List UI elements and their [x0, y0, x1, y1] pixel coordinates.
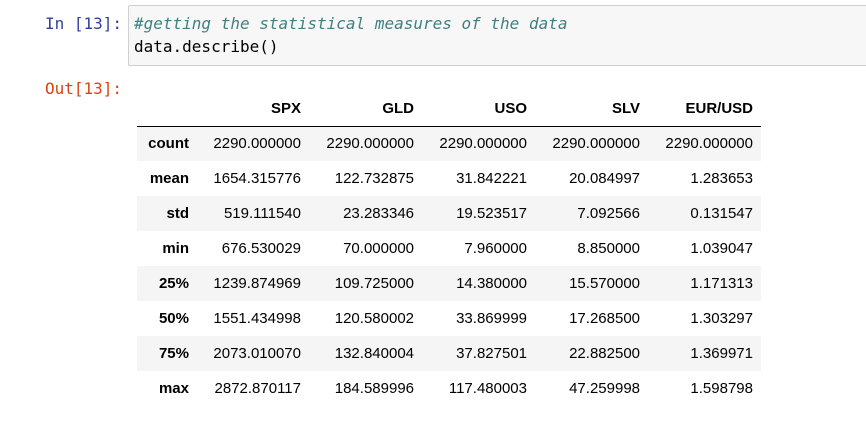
- row-index: 50%: [158, 310, 189, 327]
- table-cell: 1239.874969: [213, 275, 301, 292]
- row-index: 25%: [158, 275, 189, 292]
- table-row: min 676.530029 70.000000 7.960000 8.8500…: [137, 231, 761, 266]
- table-row: std 519.111540 23.283346 19.523517 7.092…: [137, 196, 761, 231]
- row-index: max: [158, 380, 189, 397]
- table-row: 25% 1239.874969 109.725000 14.380000 15.…: [137, 266, 761, 301]
- table-cell: 17.268500: [569, 310, 640, 327]
- table-row: 75% 2073.010070 132.840004 37.827501 22.…: [137, 336, 761, 371]
- table-cell: 2290.000000: [552, 135, 640, 153]
- table-cell: 47.259998: [569, 380, 640, 397]
- table-cell: 15.570000: [569, 275, 640, 292]
- header-row: SPX GLD USO SLV EUR/USD: [137, 91, 761, 127]
- table-cell: 2290.000000: [439, 135, 527, 153]
- row-index: count: [148, 135, 189, 153]
- table-cell: 0.131547: [690, 205, 753, 222]
- describe-dataframe: SPX GLD USO SLV EUR/USD count 2290.00000…: [137, 91, 761, 406]
- column-header-spx: SPX: [197, 91, 309, 127]
- table-cell: 2073.010070: [213, 345, 301, 362]
- table-cell: 120.580002: [334, 310, 414, 327]
- table-row: max 2872.870117 184.589996 117.480003 47…: [137, 371, 761, 406]
- table-cell: 20.084997: [569, 170, 640, 187]
- column-header-slv: SLV: [535, 91, 648, 127]
- row-index: min: [162, 240, 189, 257]
- table-cell: 117.480003: [448, 380, 527, 397]
- table-cell: 1.039047: [690, 240, 753, 257]
- table-cell: 2872.870117: [214, 380, 301, 397]
- code-statement: data.describe(): [134, 37, 279, 56]
- column-header-uso: USO: [422, 91, 535, 127]
- table-cell: 23.283346: [343, 205, 414, 222]
- column-header-eurusd: EUR/USD: [648, 91, 761, 127]
- table-cell: 22.882500: [569, 345, 640, 362]
- table-cell: 2290.000000: [326, 135, 414, 153]
- column-header-gld: GLD: [309, 91, 422, 127]
- table-cell: 676.530029: [221, 240, 301, 257]
- input-prompt: In [13]:: [44, 14, 122, 33]
- table-row: 50% 1551.434998 120.580002 33.869999 17.…: [137, 301, 761, 336]
- code-comment: #getting the statistical measures of the…: [134, 14, 568, 33]
- table-cell: 2290.000000: [213, 135, 301, 153]
- table-cell: 184.589996: [334, 380, 414, 397]
- index-header-blank: [137, 91, 197, 127]
- table-cell: 70.000000: [343, 240, 414, 257]
- table-cell: 8.850000: [577, 240, 640, 257]
- table-row: mean 1654.315776 122.732875 31.842221 20…: [137, 161, 761, 196]
- row-index: mean: [149, 170, 189, 187]
- table-cell: 1654.315776: [213, 170, 301, 187]
- table-cell: 1.171313: [690, 275, 753, 292]
- table-cell: 109.725000: [334, 275, 414, 292]
- table-cell: 7.960000: [464, 240, 527, 257]
- table-cell: 1551.434998: [213, 310, 301, 327]
- table-cell: 1.598798: [690, 380, 753, 397]
- table-cell: 31.842221: [456, 170, 527, 187]
- table-cell: 19.523517: [456, 205, 527, 222]
- table-cell: 37.827501: [456, 345, 527, 362]
- table-row: count 2290.000000 2290.000000 2290.00000…: [137, 126, 761, 161]
- table-cell: 1.283653: [690, 170, 753, 187]
- table-cell: 132.840004: [334, 345, 414, 362]
- code-input-area[interactable]: #getting the statistical measures of the…: [128, 5, 866, 66]
- table-cell: 1.369971: [690, 345, 753, 362]
- table-cell: 33.869999: [456, 310, 527, 327]
- table-cell: 7.092566: [577, 205, 640, 222]
- table-cell: 519.111540: [223, 205, 301, 222]
- output-prompt: Out[13]:: [44, 79, 122, 98]
- table-cell: 1.303297: [690, 310, 753, 327]
- table-cell: 122.732875: [334, 170, 414, 187]
- row-index: std: [166, 205, 190, 222]
- row-index: 75%: [158, 345, 189, 362]
- table-cell: 14.380000: [456, 275, 527, 292]
- table-cell: 2290.000000: [665, 135, 753, 153]
